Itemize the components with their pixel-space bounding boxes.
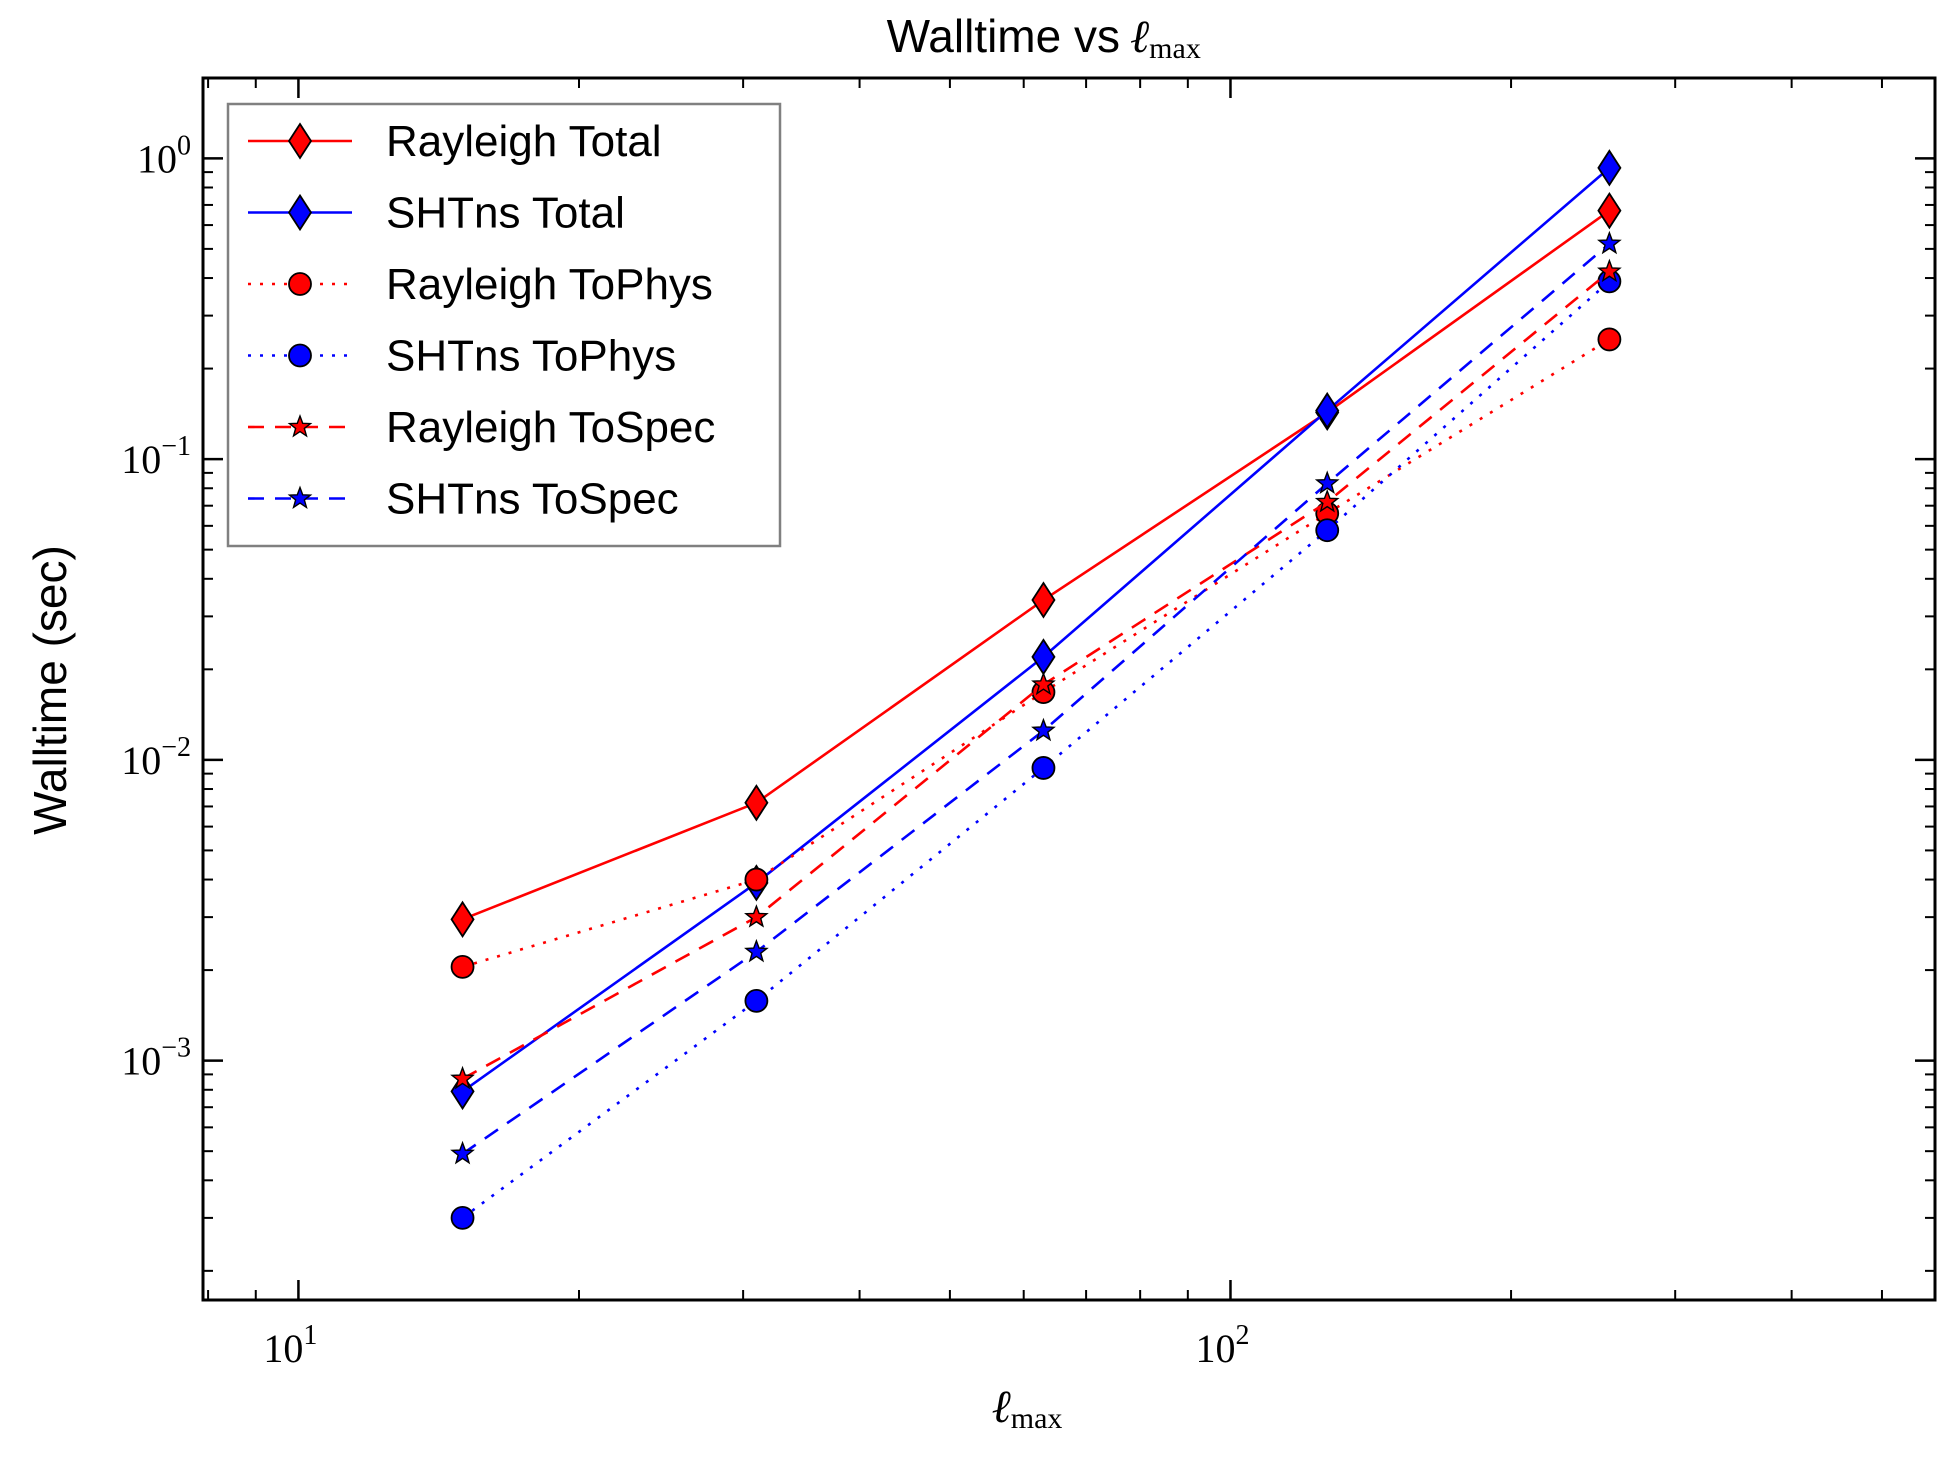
x-tick-label: 101 xyxy=(263,1320,317,1371)
chart-title: Walltime vs xyxy=(887,10,1120,62)
legend-label: Rayleigh Total xyxy=(386,117,662,166)
data-point xyxy=(450,954,475,979)
data-point xyxy=(1597,149,1622,187)
axes-layer: 101 102 100 10−1 10−2 10−3 xyxy=(121,76,1937,1371)
legend-marker xyxy=(287,193,313,232)
y-tick-label: 10−2 xyxy=(121,732,191,783)
data-point xyxy=(744,867,769,892)
data-point xyxy=(450,900,475,938)
data-point xyxy=(1597,192,1622,230)
data-point xyxy=(744,938,769,963)
x-axis-label-sub: max xyxy=(1011,1402,1063,1435)
data-point xyxy=(1314,470,1340,494)
series-layer xyxy=(450,149,1622,1230)
legend-marker xyxy=(287,122,313,160)
data-point xyxy=(1315,391,1340,430)
data-point xyxy=(1031,638,1056,676)
x-axis-label: ℓmax xyxy=(992,1381,1063,1435)
series-line xyxy=(461,242,1611,1155)
series-rayleigh-tophys xyxy=(450,327,1622,979)
plot-frame xyxy=(201,76,1937,1302)
legend-marker xyxy=(287,413,313,438)
x-axis-label-ell: ℓ xyxy=(992,1381,1012,1432)
data-point xyxy=(1031,756,1056,780)
data-point xyxy=(450,1140,475,1165)
legend-marker xyxy=(288,272,312,296)
data-point xyxy=(1597,230,1622,255)
series-shtns-tophys xyxy=(450,269,1622,1230)
data-point xyxy=(450,1065,475,1090)
legend-label: Rayleigh ToPhys xyxy=(386,260,713,309)
legend-marker xyxy=(288,343,312,368)
y-tick-label: 10−1 xyxy=(121,431,191,482)
data-point xyxy=(1031,671,1056,696)
data-point xyxy=(744,784,769,822)
legend: Rayleigh Total SHTns Total Rayleigh ToPhys… xyxy=(226,102,782,548)
legend-marker xyxy=(287,485,313,510)
data-point xyxy=(450,1205,475,1230)
chart-title-ell: ℓ xyxy=(1130,11,1150,62)
data-point xyxy=(1597,327,1622,352)
y-tick-label: 10−3 xyxy=(121,1033,191,1084)
chart-title-sub: max xyxy=(1149,32,1201,65)
y-axis-label: Walltime (sec) xyxy=(24,545,76,835)
legend-box xyxy=(226,102,782,548)
legend-label: SHTns ToPhys xyxy=(386,332,676,381)
data-point xyxy=(744,904,769,928)
data-point xyxy=(744,988,769,1013)
data-point xyxy=(1314,489,1340,513)
legend-label: SHTns Total xyxy=(386,189,625,238)
series-rayleigh-tospec xyxy=(450,258,1622,1090)
data-point xyxy=(1315,518,1340,543)
y-tick-label: 100 xyxy=(137,130,191,181)
chart-title-math: ℓmax xyxy=(1130,11,1201,65)
legend-label: Rayleigh ToSpec xyxy=(386,403,715,452)
data-point xyxy=(1031,717,1056,742)
chart-title-text: Walltime vs xyxy=(887,10,1120,62)
x-tick-label: 102 xyxy=(1195,1320,1249,1371)
data-point xyxy=(1597,258,1622,283)
legend-label: SHTns ToSpec xyxy=(386,475,679,524)
data-point xyxy=(1031,581,1056,619)
series-shtns-tospec xyxy=(450,230,1622,1165)
